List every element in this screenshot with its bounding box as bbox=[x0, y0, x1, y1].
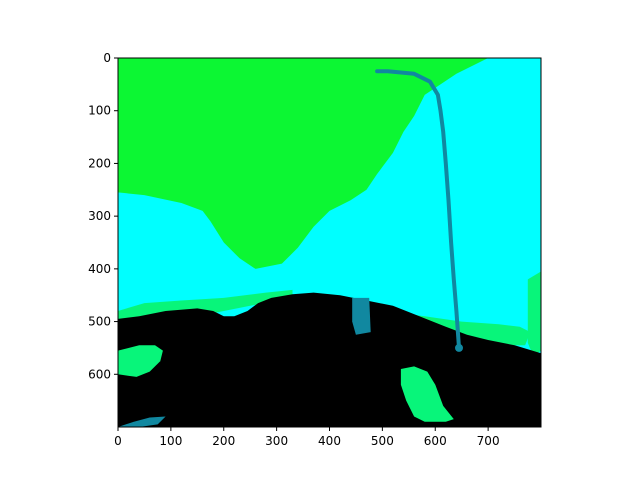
line-street-lamp bbox=[375, 69, 461, 350]
x-tick-label: 700 bbox=[477, 434, 500, 448]
region-mint-right-edge bbox=[527, 271, 541, 356]
y-tick-label: 400 bbox=[88, 262, 111, 276]
y-tick-label: 100 bbox=[88, 104, 111, 118]
x-tick-label: 200 bbox=[212, 434, 235, 448]
y-tick-label: 600 bbox=[88, 367, 111, 381]
region-teal-road-left bbox=[118, 416, 166, 427]
x-tick-label: 500 bbox=[371, 434, 394, 448]
x-tick-label: 600 bbox=[424, 434, 447, 448]
region-mint-left-patch bbox=[118, 345, 163, 377]
x-tick-label: 0 bbox=[114, 434, 122, 448]
y-tick-label: 500 bbox=[88, 315, 111, 329]
region-mint-right-patch bbox=[400, 366, 454, 422]
y-tick-label: 0 bbox=[103, 51, 111, 65]
x-tick-label: 100 bbox=[159, 434, 182, 448]
x-axis: 0 100 200 300 400 500 600 700 bbox=[114, 427, 500, 448]
x-tick-label: 300 bbox=[265, 434, 288, 448]
y-tick-label: 200 bbox=[88, 156, 111, 170]
y-axis: 0 100 200 300 400 500 600 bbox=[88, 51, 118, 381]
region-teal-pole-base bbox=[352, 297, 371, 335]
plot-area bbox=[118, 58, 541, 427]
region-green-sky bbox=[118, 58, 489, 269]
x-tick-label: 400 bbox=[318, 434, 341, 448]
y-tick-label: 300 bbox=[88, 209, 111, 223]
line-street-lamp-base bbox=[455, 343, 463, 352]
